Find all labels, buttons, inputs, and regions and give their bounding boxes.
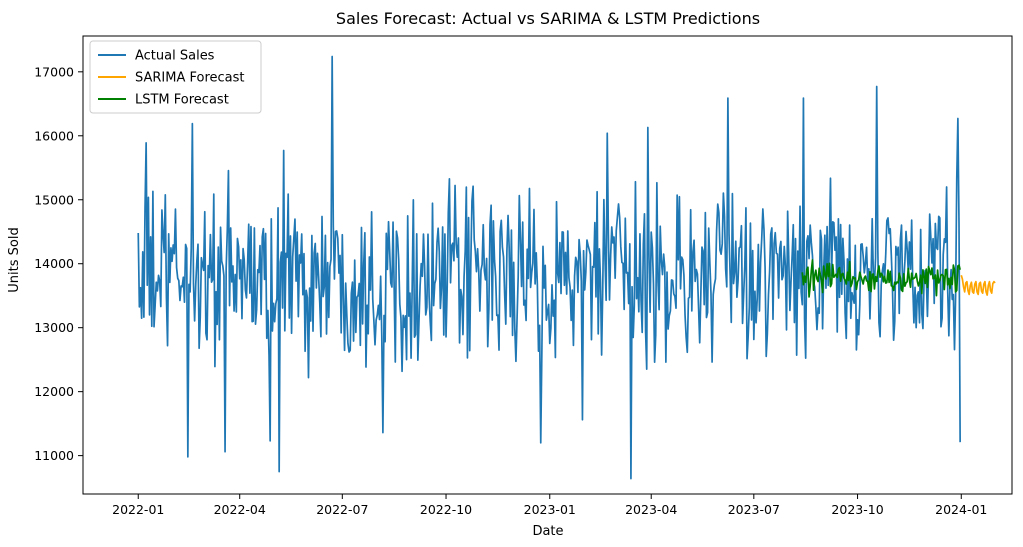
legend-label: LSTM Forecast: [135, 93, 229, 108]
plot-frame: [82, 35, 1013, 495]
x-tick-label: 2022-01: [112, 502, 164, 517]
x-tick-label: 2023-04: [625, 502, 677, 517]
x-axis-label: Date: [532, 524, 563, 539]
series-line-lstm-forecast: [801, 259, 961, 298]
series-line-actual-sales: [137, 55, 961, 480]
legend-label: SARIMA Forecast: [135, 71, 245, 86]
y-tick-label: 15000: [34, 192, 74, 207]
x-tick-label: 2023-07: [728, 502, 780, 517]
y-tick-label: 14000: [34, 256, 74, 271]
y-tick-label: 11000: [34, 448, 74, 463]
chart-title: Sales Forecast: Actual vs SARIMA & LSTM …: [336, 9, 760, 28]
legend-label: Actual Sales: [135, 49, 215, 64]
series-line-sarima-forecast: [960, 274, 996, 296]
y-axis-label: Units Sold: [7, 227, 22, 292]
x-tick-label: 2023-01: [524, 502, 576, 517]
y-tick-label: 16000: [34, 128, 74, 143]
legend: Actual Sales SARIMA Forecast LSTM Forecast: [89, 40, 262, 114]
x-tick-label: 2023-10: [831, 502, 883, 517]
y-tick-label: 13000: [34, 320, 74, 335]
x-tick-label: 2022-07: [316, 502, 368, 517]
x-tick-label: 2024-01: [935, 502, 987, 517]
x-tick-label: 2022-10: [420, 502, 472, 517]
y-tick-label: 17000: [34, 64, 74, 79]
legend-box: [89, 40, 262, 114]
y-tick-label: 12000: [34, 384, 74, 399]
x-tick-label: 2022-04: [214, 502, 266, 517]
